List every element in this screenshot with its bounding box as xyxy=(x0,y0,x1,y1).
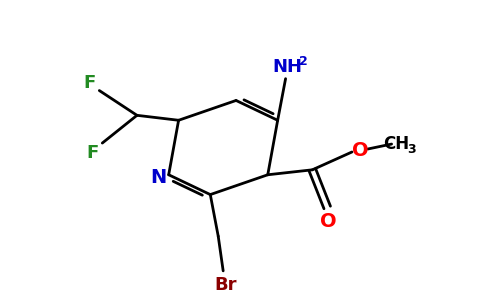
Text: N: N xyxy=(151,168,167,187)
Text: F: F xyxy=(83,74,95,92)
Text: O: O xyxy=(320,212,336,231)
Text: O: O xyxy=(351,140,368,160)
Text: CH: CH xyxy=(383,135,409,153)
Text: Br: Br xyxy=(214,276,236,294)
Text: F: F xyxy=(86,144,99,162)
Text: NH: NH xyxy=(272,58,302,76)
Text: 2: 2 xyxy=(299,55,308,68)
Text: 3: 3 xyxy=(407,142,416,155)
